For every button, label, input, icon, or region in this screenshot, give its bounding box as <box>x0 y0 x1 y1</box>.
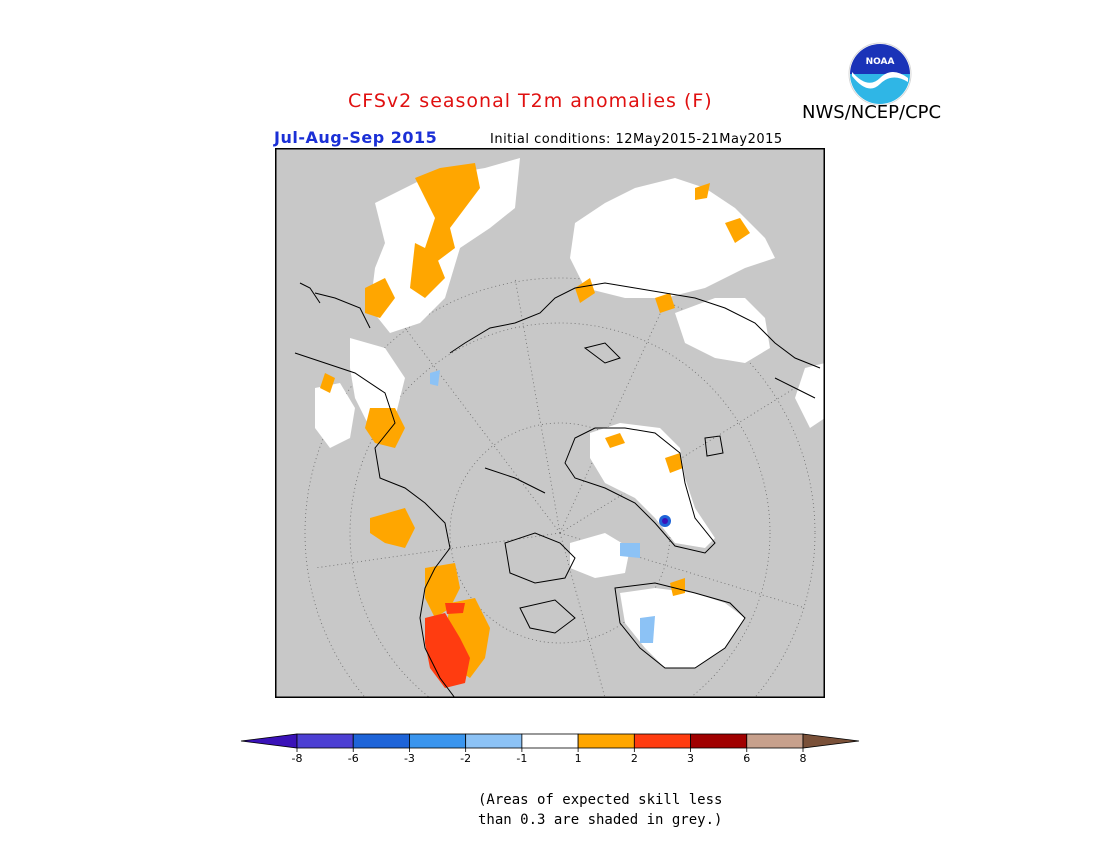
colorbar-bin-0 <box>240 733 298 749</box>
colorbar-bin-1 <box>296 733 354 749</box>
map-title: CFSv2 seasonal T2m anomalies (F) <box>348 90 713 112</box>
colorbar-bin-3 <box>409 733 467 749</box>
polar-map <box>275 148 825 698</box>
colorbar-bin-8 <box>690 733 748 749</box>
initial-conditions-label: Initial conditions: 12May2015-21May2015 <box>490 132 783 147</box>
longitude-lines <box>314 277 806 698</box>
footnote-line-2: than 0.3 are shaded in grey.) <box>478 812 723 828</box>
map-border <box>275 148 825 698</box>
colorbar-tick-label: -6 <box>348 752 359 765</box>
colorbar-bin-10 <box>802 733 860 749</box>
skill-footnote: (Areas of expected skill less than 0.3 a… <box>478 790 722 830</box>
warm-anomaly-red <box>425 603 470 688</box>
colorbar-bin-5 <box>521 733 579 749</box>
svg-text:NOAA: NOAA <box>866 57 895 67</box>
colorbar-tick-label: -1 <box>516 752 527 765</box>
colorbar-tick-label: 1 <box>575 752 582 765</box>
colorbar-tick-label: -8 <box>292 752 303 765</box>
colorbar-bin-7 <box>633 733 691 749</box>
colorbar-bin-4 <box>465 733 523 749</box>
agency-label: NWS/NCEP/CPC <box>802 102 942 123</box>
colorbar-tick-label: 3 <box>687 752 694 765</box>
colorbar-bin-9 <box>746 733 804 749</box>
cold-anomaly-regions <box>430 370 671 643</box>
coastlines <box>294 282 821 698</box>
colorbar-tick-label: 6 <box>743 752 750 765</box>
colorbar-tick-label: 2 <box>631 752 638 765</box>
colorbar-tick-label: 8 <box>800 752 807 765</box>
colorbar: -8 -6 -3 -2 -1 1 2 3 6 8 <box>240 733 860 765</box>
footnote-line-1: (Areas of expected skill less <box>478 792 723 808</box>
season-label: Jul-Aug-Sep 2015 <box>274 128 438 147</box>
noaa-logo: NOAA <box>848 42 912 106</box>
colorbar-bin-2 <box>352 733 410 749</box>
colorbar-tick-label: -3 <box>404 752 415 765</box>
colorbar-bin-6 <box>577 733 635 749</box>
colorbar-tick-label: -2 <box>460 752 471 765</box>
